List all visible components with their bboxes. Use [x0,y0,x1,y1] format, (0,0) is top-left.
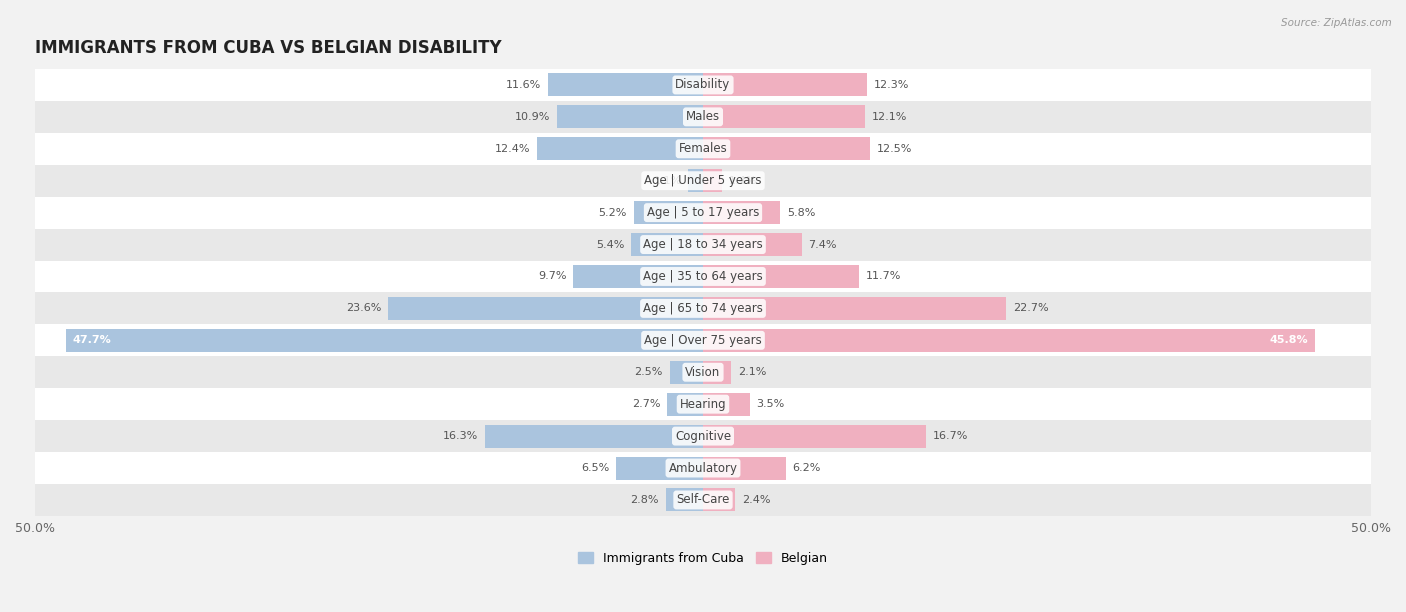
Bar [689,169,703,192]
Text: Males: Males [686,110,720,124]
Bar [703,169,721,192]
Legend: Immigrants from Cuba, Belgian: Immigrants from Cuba, Belgian [572,547,834,570]
Bar [537,137,703,160]
Bar [35,388,1371,420]
Text: Age | 5 to 17 years: Age | 5 to 17 years [647,206,759,219]
Bar [557,105,703,129]
Bar [35,324,1371,356]
Bar [666,393,703,416]
Bar [574,265,703,288]
Text: Females: Females [679,142,727,155]
Bar [703,73,868,97]
Text: Age | 18 to 34 years: Age | 18 to 34 years [643,238,763,251]
Text: Self-Care: Self-Care [676,493,730,507]
Text: Cognitive: Cognitive [675,430,731,442]
Bar [703,137,870,160]
Text: 6.2%: 6.2% [793,463,821,473]
Text: Age | 65 to 74 years: Age | 65 to 74 years [643,302,763,315]
Bar [703,297,1007,320]
Text: 12.1%: 12.1% [872,112,907,122]
Bar [703,457,786,480]
Text: 45.8%: 45.8% [1270,335,1308,345]
Text: Source: ZipAtlas.com: Source: ZipAtlas.com [1281,18,1392,28]
Text: 23.6%: 23.6% [346,304,381,313]
Text: Age | Under 5 years: Age | Under 5 years [644,174,762,187]
Bar [35,420,1371,452]
Text: 11.7%: 11.7% [866,272,901,282]
Bar [703,425,927,447]
Text: Disability: Disability [675,78,731,91]
Text: Vision: Vision [685,366,721,379]
Bar [35,69,1371,101]
Bar [703,488,735,512]
Bar [35,293,1371,324]
Bar [616,457,703,480]
Text: 7.4%: 7.4% [808,239,837,250]
Text: 16.7%: 16.7% [932,431,969,441]
Text: 2.8%: 2.8% [630,495,659,505]
Bar [35,165,1371,196]
Text: 11.6%: 11.6% [506,80,541,90]
Text: Ambulatory: Ambulatory [668,461,738,474]
Text: 12.4%: 12.4% [495,144,530,154]
Bar [631,233,703,256]
Bar [548,73,703,97]
Bar [35,133,1371,165]
Bar [665,488,703,512]
Bar [35,196,1371,229]
Text: 2.5%: 2.5% [634,367,662,377]
Text: 10.9%: 10.9% [516,112,551,122]
Bar [703,233,801,256]
Text: IMMIGRANTS FROM CUBA VS BELGIAN DISABILITY: IMMIGRANTS FROM CUBA VS BELGIAN DISABILI… [35,40,502,58]
Text: 1.4%: 1.4% [728,176,756,185]
Bar [35,452,1371,484]
Bar [35,101,1371,133]
Bar [35,484,1371,516]
Text: 2.7%: 2.7% [631,399,661,409]
Text: Age | 35 to 64 years: Age | 35 to 64 years [643,270,763,283]
Text: 22.7%: 22.7% [1012,304,1049,313]
Text: 5.4%: 5.4% [596,239,624,250]
Text: 12.3%: 12.3% [875,80,910,90]
Bar [35,261,1371,293]
Text: 47.7%: 47.7% [72,335,111,345]
Text: 5.2%: 5.2% [599,207,627,218]
Bar [35,356,1371,388]
Text: 12.5%: 12.5% [877,144,912,154]
Text: 2.1%: 2.1% [738,367,766,377]
Text: 6.5%: 6.5% [581,463,609,473]
Bar [669,360,703,384]
Text: Age | Over 75 years: Age | Over 75 years [644,334,762,347]
Bar [703,360,731,384]
Bar [388,297,703,320]
Text: 1.1%: 1.1% [654,176,682,185]
Text: 3.5%: 3.5% [756,399,785,409]
Text: 16.3%: 16.3% [443,431,478,441]
Bar [703,393,749,416]
Bar [703,201,780,224]
Text: 2.4%: 2.4% [742,495,770,505]
Text: 5.8%: 5.8% [787,207,815,218]
Bar [35,229,1371,261]
Bar [703,105,865,129]
Bar [485,425,703,447]
Text: 9.7%: 9.7% [538,272,567,282]
Bar [634,201,703,224]
Bar [66,329,703,352]
Bar [703,329,1315,352]
Bar [703,265,859,288]
Text: Hearing: Hearing [679,398,727,411]
